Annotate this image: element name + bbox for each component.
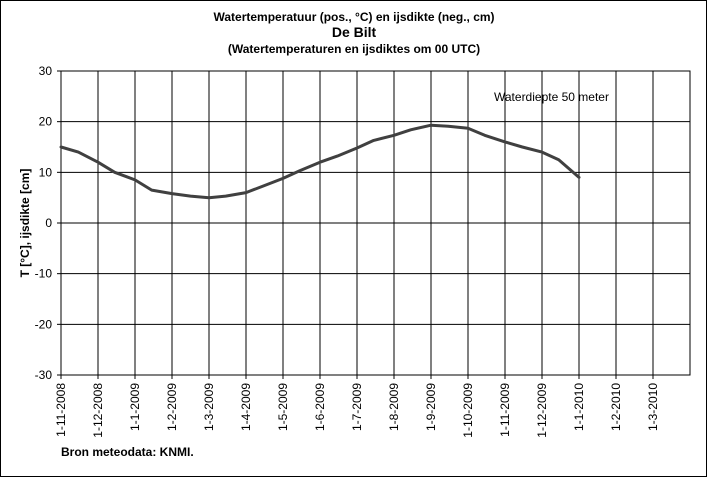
x-tick-label: 1-8-2009 <box>387 383 401 431</box>
y-tick-label: 20 <box>39 115 53 129</box>
y-tick-label: -20 <box>35 317 53 331</box>
y-tick-label: 0 <box>45 216 52 230</box>
x-tick-label: 1-11-2009 <box>498 383 512 437</box>
y-tick-labels: 30 20 10 0 -10 -20 -30 <box>35 64 53 382</box>
y-tick-label: 30 <box>39 64 53 78</box>
x-tick-label: 1-1-2010 <box>572 383 586 431</box>
annotation-water-depth: Waterdiepte 50 meter <box>494 90 609 104</box>
x-tick-label: 1-4-2009 <box>239 383 253 431</box>
x-tick-label: 1-3-2009 <box>202 383 216 431</box>
x-tick-label: 1-10-2009 <box>461 383 475 438</box>
y-tick-label: 10 <box>39 165 53 179</box>
x-tick-label: 1-9-2009 <box>424 383 438 431</box>
x-tick-label: 1-2-2009 <box>165 383 179 431</box>
x-tick-label: 1-5-2009 <box>276 383 290 431</box>
x-tick-label: 1-12-2008 <box>91 383 105 438</box>
x-tick-label: 1-11-2008 <box>54 383 68 437</box>
grid <box>57 70 690 379</box>
x-tick-label: 1-3-2010 <box>646 383 660 431</box>
series-line-water-temperature <box>59 123 581 200</box>
chart-subtitle-2: (Watertemperaturen en ijsdiktes om 00 UT… <box>228 42 480 56</box>
x-tick-label: 1-6-2009 <box>313 383 327 431</box>
x-tick-label: 1-1-2009 <box>128 383 142 431</box>
y-axis-label: T [°C], ijsdikte [cm] <box>18 169 32 278</box>
x-tick-label: 1-2-2010 <box>609 383 623 431</box>
x-tick-label: 1-12-2009 <box>535 383 549 438</box>
y-tick-label: -30 <box>35 368 53 382</box>
x-tick-labels: 1-11-2008 1-12-2008 1-1-2009 1-2-2009 1-3-20… <box>54 383 660 438</box>
x-tick-label: 1-7-2009 <box>350 383 364 431</box>
chart-subtitle: De Bilt <box>332 24 377 40</box>
chart-title: Watertemperatuur (pos., °C) en ijsdikte … <box>213 10 494 24</box>
source-note: Bron meteodata: KNMI. <box>61 445 194 459</box>
y-tick-label: -10 <box>35 267 53 281</box>
